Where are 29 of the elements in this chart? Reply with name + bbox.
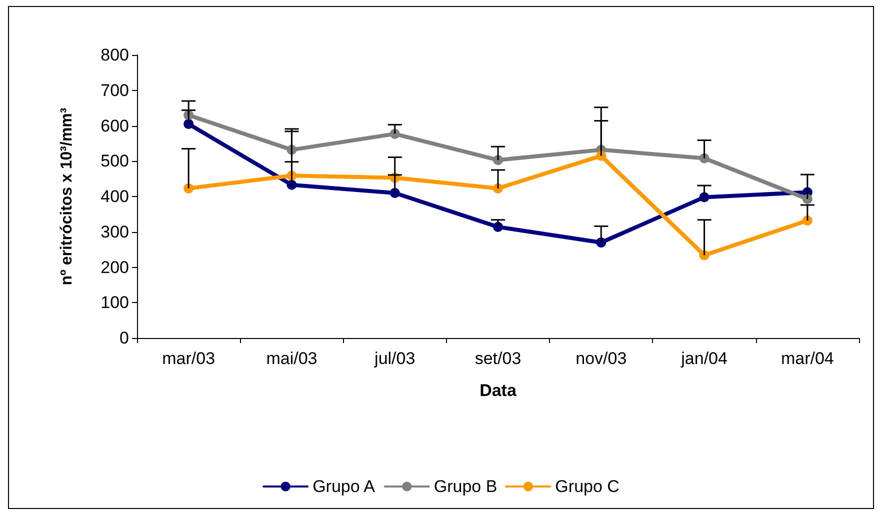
y-tick-label: 300 (100, 222, 129, 242)
x-tick-label: nov/03 (576, 349, 627, 368)
x-tick-label: mai/03 (266, 349, 318, 368)
y-tick-label: 0 (120, 328, 129, 348)
x-tick-label: set/03 (474, 349, 522, 368)
x-tick-label: mar/03 (162, 349, 216, 368)
point (802, 216, 812, 226)
point (493, 155, 503, 166)
y-tick-label: 700 (100, 80, 129, 100)
x-axis-title: Data (480, 381, 517, 400)
point (493, 183, 503, 194)
y-tick-label: 800 (100, 46, 129, 64)
x-tick-label: jul/03 (374, 349, 416, 368)
point (802, 194, 812, 204)
point (390, 188, 400, 198)
y-tick-label: 400 (100, 187, 129, 206)
legend-label: Grupo A (312, 477, 376, 496)
point (493, 222, 503, 232)
y-tick-label: 100 (100, 293, 129, 312)
y-tick-label: 500 (100, 152, 129, 171)
legend-label: Grupo C (555, 477, 620, 496)
legend-label: Grupo B (434, 477, 498, 496)
x-tick-label: mar/04 (780, 349, 834, 368)
y-axis-title: nº eritrócitos x 10³/mm³ (58, 108, 76, 286)
x-tick-label: jan/04 (680, 349, 728, 368)
point (596, 237, 606, 248)
y-tick-label: 200 (100, 258, 129, 277)
y-tick-label: 600 (100, 116, 129, 136)
point (184, 183, 194, 194)
